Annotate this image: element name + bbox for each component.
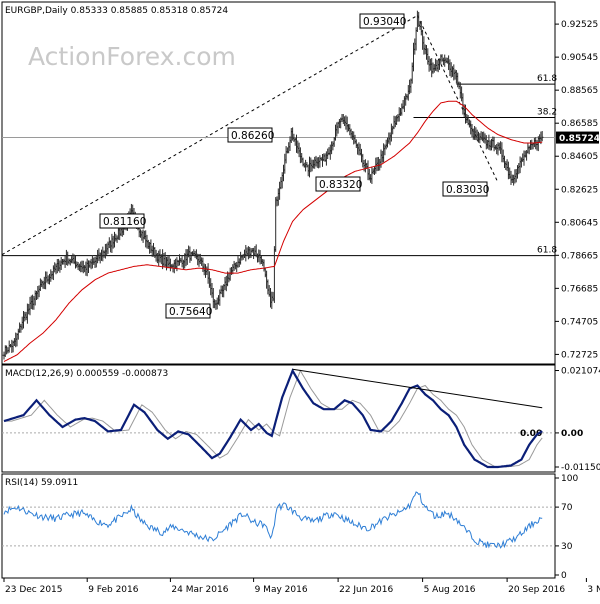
x-tick-label: 24 Mar 2016 — [171, 585, 228, 595]
price-y-tick-label: 0.80645 — [561, 218, 598, 228]
price-y-tick-label: 0.88565 — [561, 86, 598, 96]
dashed-trendline — [416, 15, 499, 183]
rsi-panel-title: RSI(14) 59.0911 — [5, 478, 78, 488]
rsi-y-tick-label: 0 — [561, 571, 567, 581]
dashed-trendline — [1, 15, 418, 256]
x-tick-label: 23 Dec 2015 — [5, 585, 63, 595]
annotation-label: 0.93040 — [363, 16, 406, 28]
current-price-tag — [556, 131, 599, 144]
x-tick-label: 5 Aug 2016 — [424, 585, 476, 595]
ohlc-open: 0.85333 — [71, 6, 108, 16]
rsi-panel-frame — [1, 473, 556, 579]
price-y-tick-label: 0.92525 — [561, 20, 598, 30]
price-panel-title: EURGBP,Daily 0.85333 0.85885 0.85318 0.8… — [5, 6, 228, 16]
annotation-label: 0.75640 — [169, 306, 212, 318]
x-tick-label: 3 Nov 2016 — [587, 585, 600, 595]
x-tick-label: 20 Sep 2016 — [508, 585, 565, 595]
macd-panel-title: MACD(12,26,9) 0.000559 -0.000873 — [5, 369, 168, 379]
price-y-tick-label: 0.74705 — [561, 317, 598, 327]
x-tick-label: 22 Jun 2016 — [339, 585, 393, 595]
price-y-tick-label: 0.78665 — [561, 251, 598, 261]
annotation-box — [99, 213, 145, 229]
annotation-box — [165, 303, 211, 319]
rsi-layer: 100 70 30 0 — [2, 474, 578, 581]
price-y-tick-label: 0.72725 — [561, 350, 598, 360]
fib-label: 61.8 — [537, 74, 557, 84]
price-y-tick-label: 0.86585 — [561, 119, 598, 129]
moving-average-line — [3, 100, 543, 362]
x-tick-label: 9 Feb 2016 — [88, 585, 139, 595]
fib-label: 61.8 — [537, 246, 557, 256]
annotation-box — [227, 127, 273, 143]
macd-layer: 0.021074 0.00 -0.011507 0.00 — [2, 367, 600, 473]
price-y-tick-label: 0.82625 — [561, 185, 598, 195]
annotation-label: 0.83320 — [319, 179, 362, 191]
price-layer: 0.92525 0.90545 0.88565 0.86585 0.84605 0.826… — [1, 10, 600, 362]
price-panel-frame — [1, 1, 556, 365]
rsi-y-tick-label: 100 — [561, 474, 578, 484]
x-axis: 23 Dec 2015 9 Feb 2016 24 Mar 2016 9 May 20… — [3, 578, 600, 595]
annotation-box — [315, 176, 361, 192]
macd-panel-frame — [1, 364, 556, 473]
rsi-line — [3, 491, 543, 549]
price-y-tick-label: 0.84605 — [561, 152, 598, 162]
price-y-tick-label: 0.90545 — [561, 53, 598, 63]
x-tick-label: 9 May 2016 — [255, 585, 308, 595]
rsi-y-tick-label: 70 — [561, 503, 573, 513]
annotation-box — [359, 13, 405, 29]
macd-y-tick-label: 0.021074 — [561, 367, 600, 377]
current-price-value: 0.85724 — [559, 134, 600, 144]
macd-line — [3, 368, 543, 469]
annotation-label: 0.81160 — [103, 216, 146, 228]
symbol-title: EURGBP,Daily — [5, 6, 68, 16]
fib-label: 38.2 — [537, 107, 557, 117]
annotation-label: 0.83030 — [446, 184, 489, 196]
price-y-tick-label: 0.76685 — [561, 284, 598, 294]
macd-y-tick-label: 0.00 — [561, 429, 583, 439]
ohlc-high: 0.85885 — [111, 6, 148, 16]
watermark: ActionForex.com — [28, 42, 236, 71]
annotation-label: 0.86260 — [231, 130, 274, 142]
macd-y-tick-label: -0.011507 — [561, 463, 600, 473]
macd-zero-marker: 0.00 — [520, 429, 542, 439]
price-bar — [540, 131, 544, 142]
annotation-box — [442, 181, 488, 197]
macd-trendline — [292, 368, 543, 409]
ohlc-close: 0.85724 — [191, 6, 228, 16]
ohlc-low: 0.85318 — [151, 6, 188, 16]
rsi-y-tick-label: 30 — [561, 542, 573, 552]
